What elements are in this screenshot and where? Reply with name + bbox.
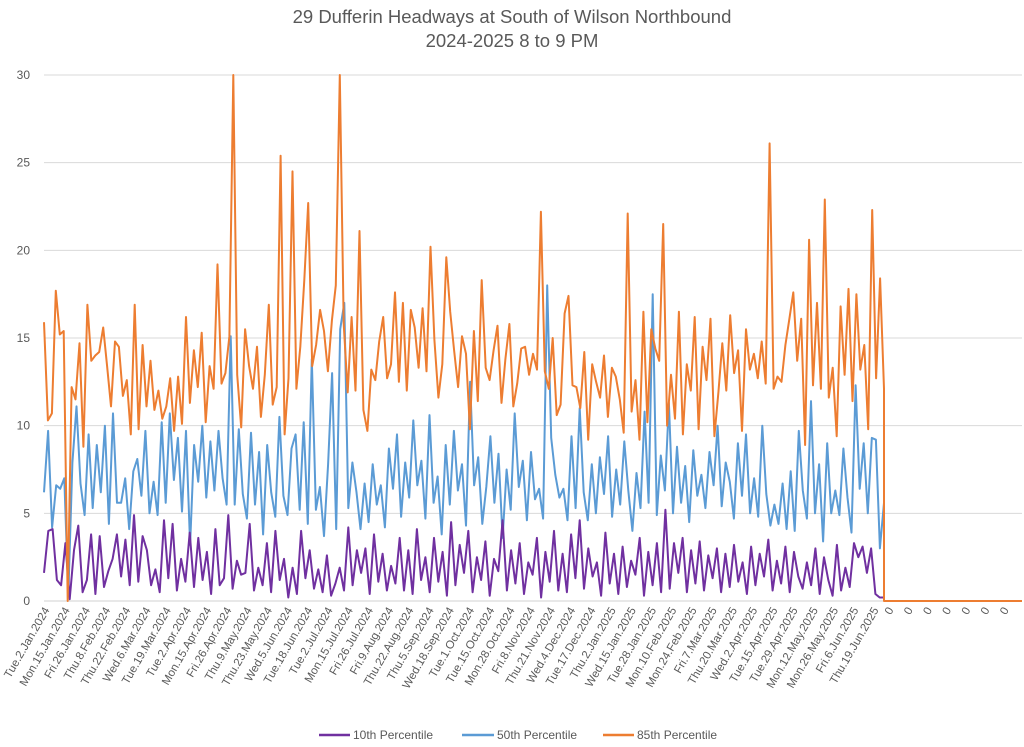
y-tick-label: 25 bbox=[17, 156, 31, 170]
legend-label-50th: 50th Percentile bbox=[497, 728, 577, 742]
series-85th-percentile bbox=[43, 74, 1022, 602]
chart-title: 29 Dufferin Headways at South of Wilson … bbox=[293, 6, 732, 27]
legend-item-50th[interactable]: 50th Percentile bbox=[462, 728, 577, 742]
gridlines bbox=[44, 74, 1022, 602]
legend-label-10th: 10th Percentile bbox=[353, 728, 433, 742]
y-tick-label: 30 bbox=[17, 68, 31, 82]
x-axis-ticks: Tue.2.Jan.2024Mon.15.Jan.2024Fri.26.Jan.… bbox=[2, 605, 1011, 691]
x-tick-label-zero: 0 bbox=[979, 606, 993, 618]
chart-subtitle: 2024-2025 8 to 9 PM bbox=[426, 30, 599, 51]
series-50th-percentile bbox=[43, 284, 885, 597]
x-tick-label-zero: 0 bbox=[921, 606, 935, 618]
y-tick-label: 5 bbox=[23, 506, 30, 520]
x-tick-label-zero: 0 bbox=[902, 606, 916, 618]
legend-item-10th[interactable]: 10th Percentile bbox=[319, 728, 433, 742]
y-tick-label: 15 bbox=[17, 331, 31, 345]
series-10th-percentile bbox=[43, 508, 884, 601]
y-tick-label: 10 bbox=[17, 419, 31, 433]
legend-item-85th[interactable]: 85th Percentile bbox=[603, 728, 717, 742]
y-axis-ticks: 0 5 10 15 20 25 30 bbox=[17, 68, 31, 608]
x-tick-label-zero: 0 bbox=[998, 606, 1012, 618]
x-tick-label-zero: 0 bbox=[883, 606, 897, 618]
series-lines bbox=[43, 74, 1022, 602]
y-tick-label: 0 bbox=[23, 594, 30, 608]
legend: 10th Percentile 50th Percentile 85th Per… bbox=[319, 728, 717, 742]
y-tick-label: 20 bbox=[17, 243, 31, 257]
x-tick-label-zero: 0 bbox=[941, 606, 955, 618]
legend-label-85th: 85th Percentile bbox=[637, 728, 717, 742]
x-tick-label-zero: 0 bbox=[960, 606, 974, 618]
